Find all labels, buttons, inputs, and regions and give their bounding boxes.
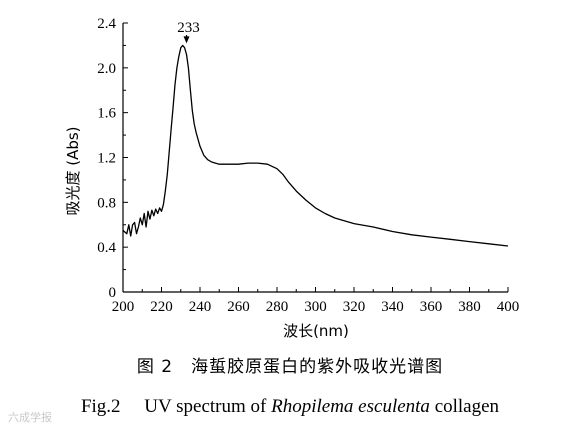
- uv-spectrum-chart: 200 220 240 260 280 300 320 340 360 380 400 0 0.4 0.8…: [64, 16, 520, 340]
- x-tick-label: 260: [227, 299, 250, 315]
- x-tick-label: 360: [420, 299, 443, 315]
- peak-label: 233: [177, 20, 200, 36]
- x-tick-label: 280: [266, 299, 289, 315]
- caption-en-species: Rhopilema esculenta: [271, 396, 430, 417]
- y-tick-label: 0.4: [97, 240, 116, 256]
- x-tick-label: 220: [150, 299, 173, 315]
- x-tick-label: 380: [458, 299, 481, 315]
- watermark: 六成学报: [8, 411, 52, 424]
- y-tick-label: 2.0: [97, 61, 116, 77]
- x-tick-label: 340: [381, 299, 404, 315]
- y-tick-label: 0: [109, 285, 117, 301]
- figure-caption-english: Fig.2 UV spectrum of Rhopilema esculenta…: [0, 391, 580, 418]
- y-tick-label: 2.4: [97, 16, 116, 32]
- x-axis-label: 波长(nm): [283, 322, 349, 340]
- y-tick-label: 1.2: [97, 151, 116, 167]
- figure-caption-chinese: 图 2 海蜇胶原蛋白的紫外吸收光谱图: [136, 357, 444, 377]
- caption-en-suffix: collagen: [429, 396, 500, 417]
- x-tick-label: 240: [189, 299, 212, 315]
- x-tick-label: 320: [343, 299, 366, 315]
- x-tick-label: 200: [112, 299, 135, 315]
- x-tick-label: 400: [497, 299, 520, 315]
- peak-arrow-head: [183, 36, 190, 44]
- absorbance-line: [122, 44, 509, 247]
- y-tick-label: 1.6: [97, 106, 116, 122]
- caption-en-prefix: Fig.2 UV spectrum of: [80, 396, 272, 417]
- y-axis-label: 吸光度 (Abs): [64, 126, 82, 215]
- x-tick-label: 300: [304, 299, 327, 315]
- y-tick-label: 0.8: [97, 195, 116, 211]
